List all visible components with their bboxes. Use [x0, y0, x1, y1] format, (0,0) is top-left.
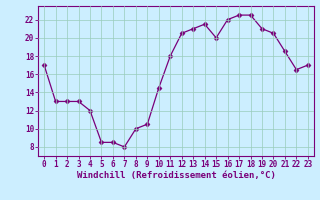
X-axis label: Windchill (Refroidissement éolien,°C): Windchill (Refroidissement éolien,°C): [76, 171, 276, 180]
